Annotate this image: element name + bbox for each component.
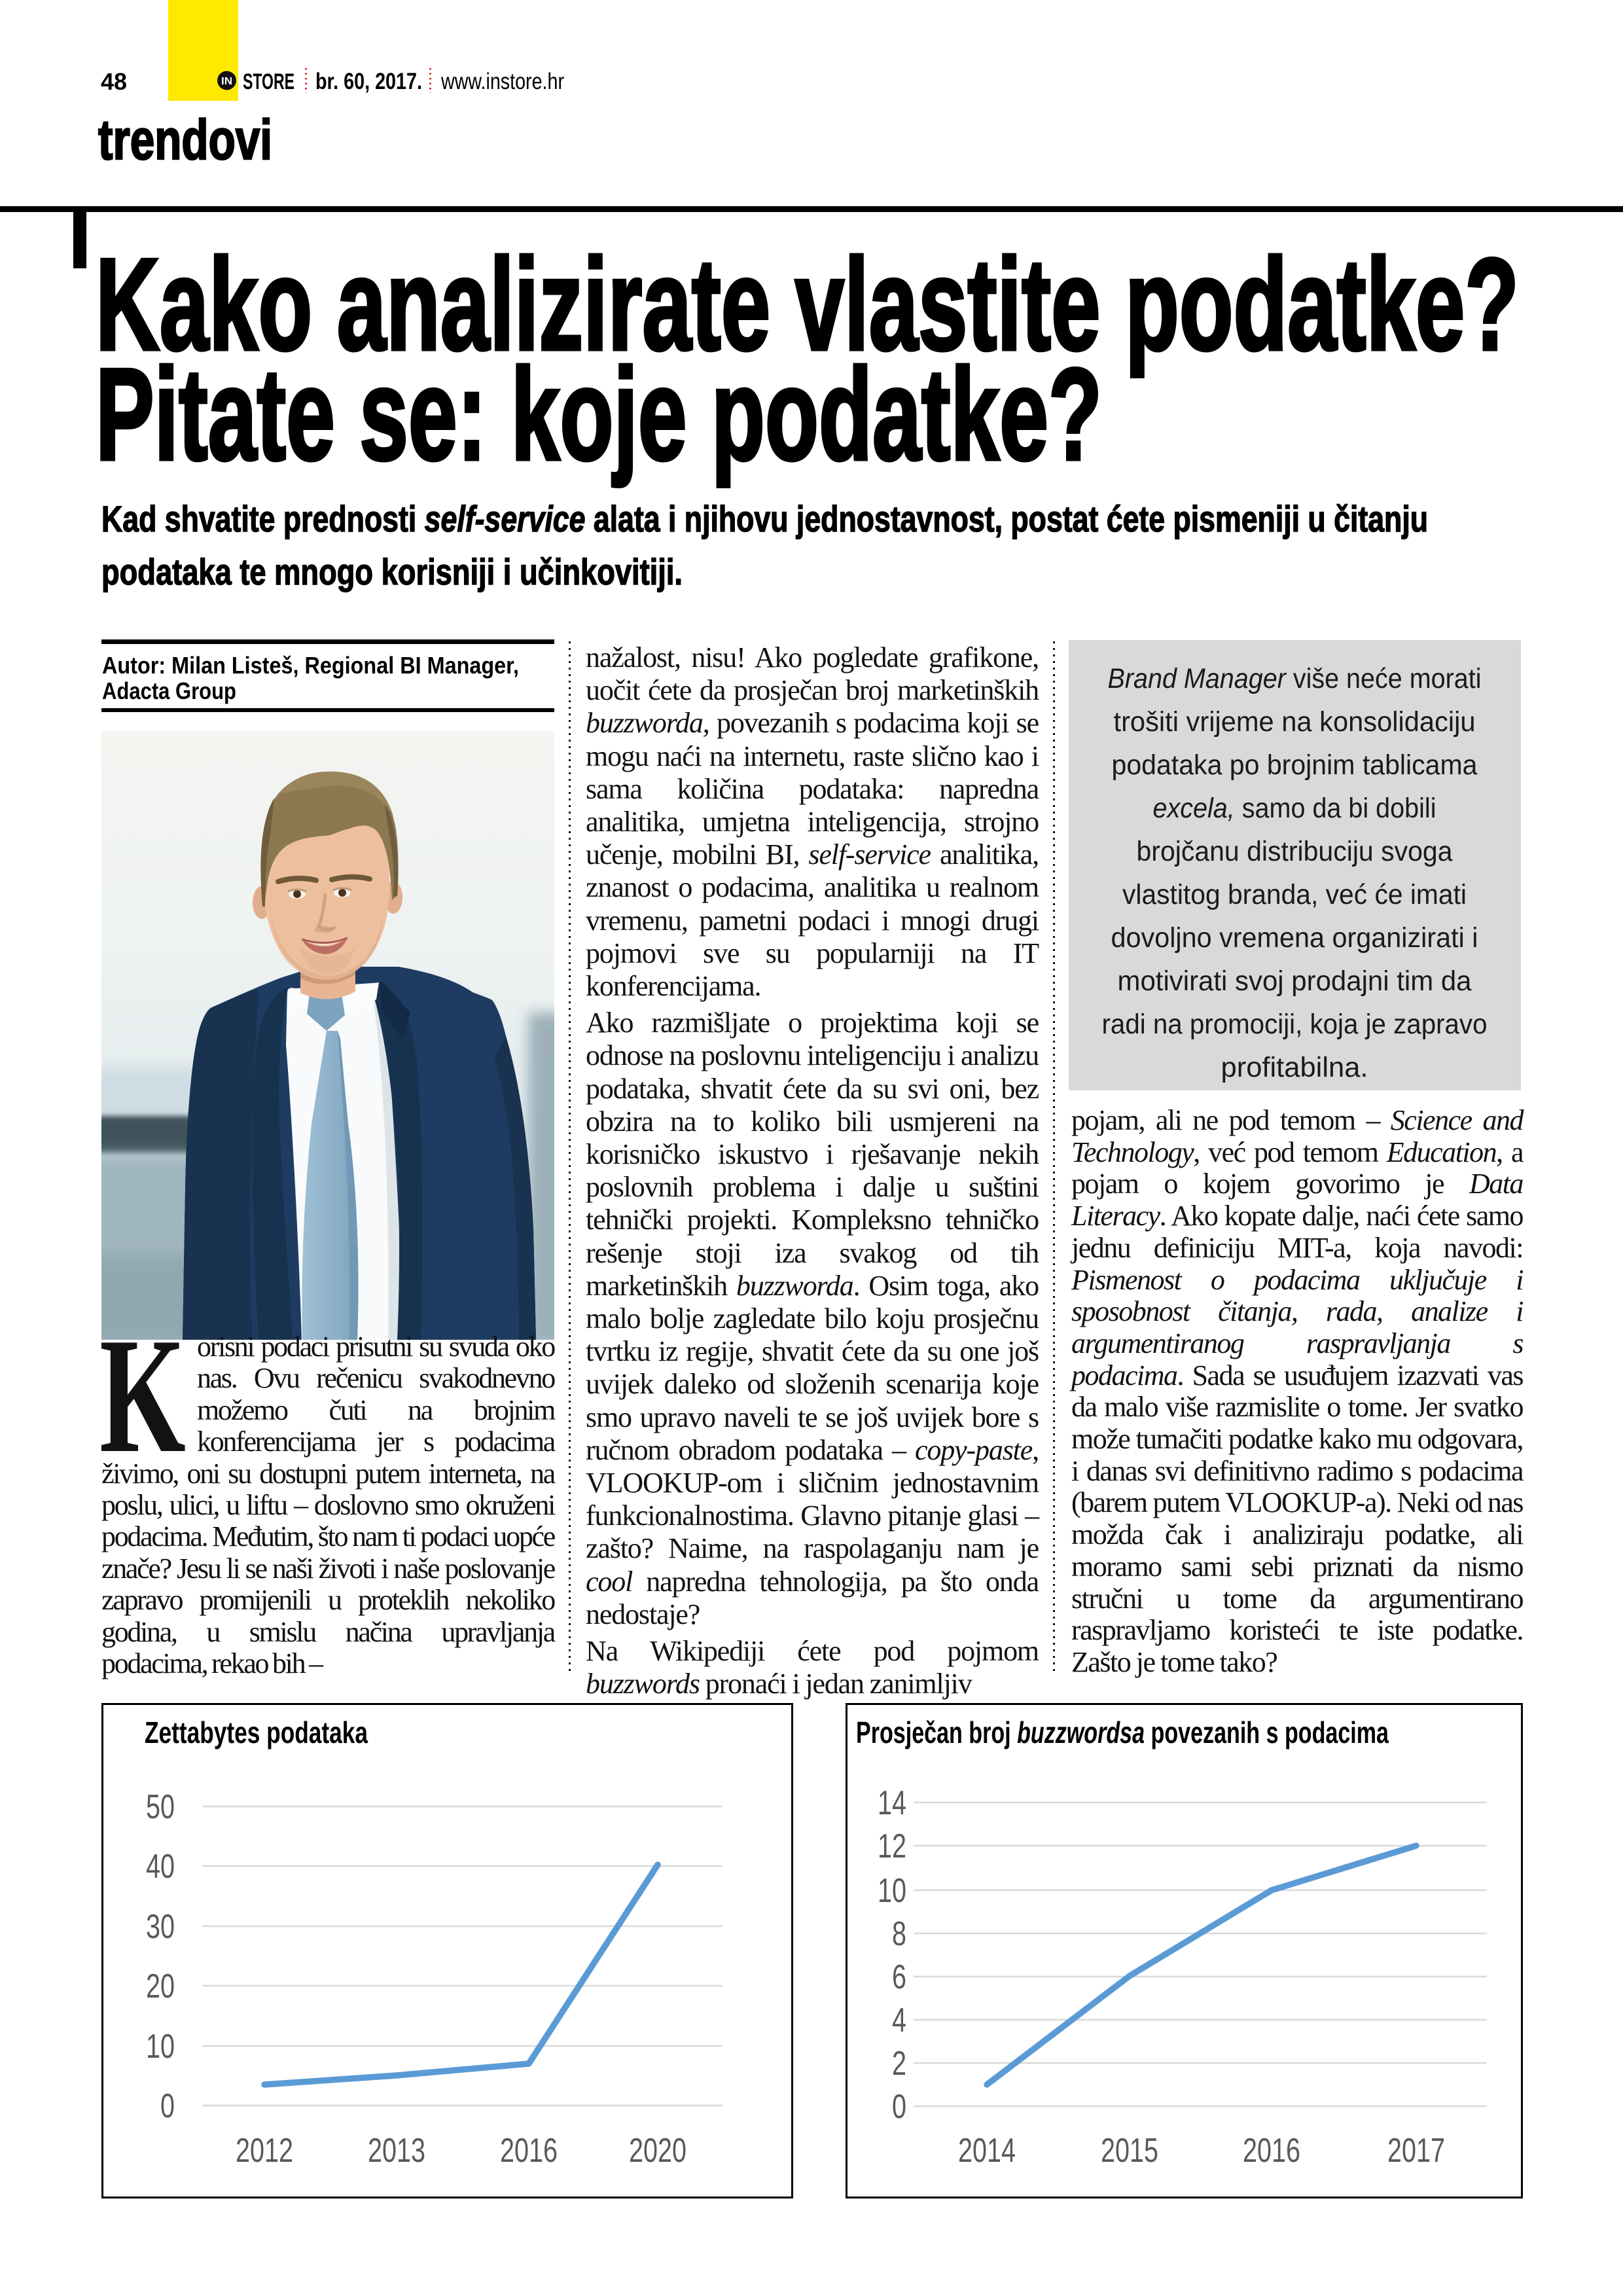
svg-text:14: 14 [878,1784,906,1822]
svg-text:0: 0 [892,2088,906,2126]
svg-text:IN: IN [221,76,232,87]
svg-text:Brand Manager više neće morati: Brand Manager više neće morati [1108,663,1482,694]
svg-text:Adacta Group: Adacta Group [102,677,236,704]
svg-text:Zettabytes podataka: Zettabytes podataka [145,1715,368,1749]
svg-text:30: 30 [146,1908,175,1946]
svg-text:0: 0 [160,2087,175,2125]
svg-text:radi na promociji, koja je zap: radi na promociji, koja je zapravo [1102,1009,1488,1040]
svg-text:8: 8 [892,1915,906,1953]
svg-text:2017: 2017 [1387,2132,1445,2170]
svg-text:br. 60, 2017.: br. 60, 2017. [315,69,422,94]
svg-text:Kako analizirate vlastite poda: Kako analizirate vlastite podatke? [96,232,1519,378]
svg-text:Kad shvatite prednosti self-se: Kad shvatite prednosti self-service alat… [101,498,1428,539]
svg-text:www.instore.hr: www.instore.hr [440,69,564,94]
svg-text:2013: 2013 [368,2132,425,2170]
svg-text:10: 10 [878,1872,906,1910]
svg-text:2012: 2012 [236,2132,293,2170]
svg-text:50: 50 [146,1788,175,1826]
svg-text:6: 6 [892,1958,906,1996]
svg-text:2015: 2015 [1101,2132,1158,2170]
svg-text:excela, samo da bi dobili: excela, samo da bi dobili [1153,793,1436,824]
svg-text:2020: 2020 [629,2132,687,2170]
svg-text:trošiti vrijeme na konsolidaci: trošiti vrijeme na konsolidaciju [1114,706,1476,738]
svg-text:48: 48 [101,68,127,95]
svg-text:Prosječan broj buzzwordsa pove: Prosječan broj buzzwordsa povezanih s po… [856,1715,1389,1749]
svg-text:K: K [101,1331,185,1453]
svg-text:trendovi: trendovi [98,109,272,171]
svg-text:profitabilna.: profitabilna. [1221,1052,1368,1083]
svg-text:Autor: Milan Listeš, Regional: Autor: Milan Listeš, Regional BI Manager… [102,652,519,679]
svg-text:12: 12 [878,1827,906,1865]
svg-text:brojčanu distribuciju svoga: brojčanu distribuciju svoga [1137,836,1453,867]
svg-text:4: 4 [892,2001,906,2039]
svg-text:40: 40 [146,1848,175,1886]
svg-text:Pitate se: koje podatke?: Pitate se: koje podatke? [96,342,1102,488]
svg-text:STORE: STORE [243,69,294,94]
svg-text:2: 2 [892,2045,906,2083]
svg-text:20: 20 [146,1967,175,2005]
svg-text:2014: 2014 [958,2132,1016,2170]
svg-text:vlastitog branda, već će imati: vlastitog branda, već će imati [1122,879,1467,910]
svg-text:podataka te mnogo korisniji i: podataka te mnogo korisniji i učinkoviti… [101,551,683,592]
svg-text:2016: 2016 [500,2132,558,2170]
svg-text:2016: 2016 [1243,2132,1300,2170]
svg-text:10: 10 [146,2028,175,2066]
svg-text:motivirati svoj prodajni tim d: motivirati svoj prodajni tim da [1118,965,1472,997]
svg-text:podataka po brojnim tablicama: podataka po brojnim tablicama [1112,749,1478,781]
svg-text:dovoljno vremena organizirati: dovoljno vremena organizirati i [1111,922,1478,954]
